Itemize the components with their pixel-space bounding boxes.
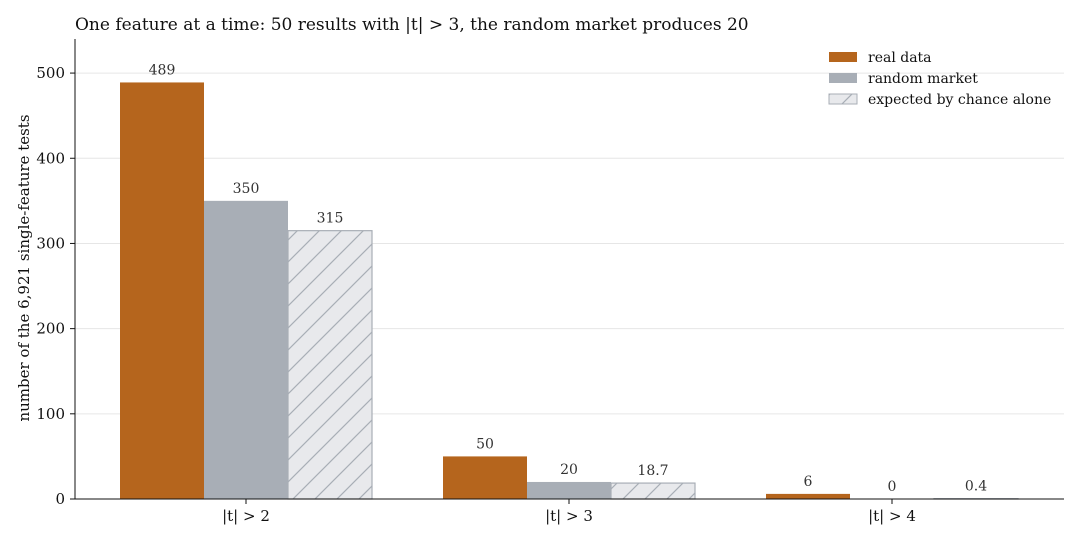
bar-real-data-1 xyxy=(443,456,527,499)
y-axis-label: number of the 6,921 single-feature tests xyxy=(15,114,33,421)
legend: real data random market expected by chance… xyxy=(829,50,1051,108)
y-tick-label: 300 xyxy=(36,234,65,252)
data-label: 315 xyxy=(317,211,344,227)
chart-title: One feature at a time: 50 results with |… xyxy=(75,15,749,35)
bar-real-data-0 xyxy=(120,82,204,499)
legend-swatch xyxy=(829,52,857,62)
legend-swatch xyxy=(829,94,857,104)
data-label: 20 xyxy=(560,462,578,478)
bar-real-data-2 xyxy=(766,494,850,499)
bar-expected-by-chance-alone-1 xyxy=(611,483,695,499)
data-label: 489 xyxy=(149,62,176,78)
data-label: 0.4 xyxy=(965,479,987,495)
x-tick-label: |t| > 3 xyxy=(545,507,593,525)
y-tick-label: 200 xyxy=(36,320,65,338)
y-tick-label: 400 xyxy=(36,149,65,167)
y-tick-label: 500 xyxy=(36,64,65,82)
data-label: 6 xyxy=(804,474,813,490)
bar-random-market-0 xyxy=(204,201,288,499)
data-label: 0 xyxy=(888,479,897,495)
y-tick-label: 0 xyxy=(55,490,65,508)
data-label: 18.7 xyxy=(637,463,668,479)
x-tick-label: |t| > 4 xyxy=(868,507,916,525)
y-tick-label: 100 xyxy=(36,405,65,423)
legend-swatch xyxy=(829,73,857,83)
legend-label: expected by chance alone xyxy=(868,92,1051,108)
bar-random-market-1 xyxy=(527,482,611,499)
data-label: 50 xyxy=(476,436,494,452)
bars xyxy=(120,82,1018,499)
bar-expected-by-chance-alone-0 xyxy=(288,231,372,499)
data-label: 350 xyxy=(233,181,260,197)
x-tick-label: |t| > 2 xyxy=(222,507,270,525)
legend-label: random market xyxy=(868,71,978,87)
legend-label: real data xyxy=(868,50,932,66)
